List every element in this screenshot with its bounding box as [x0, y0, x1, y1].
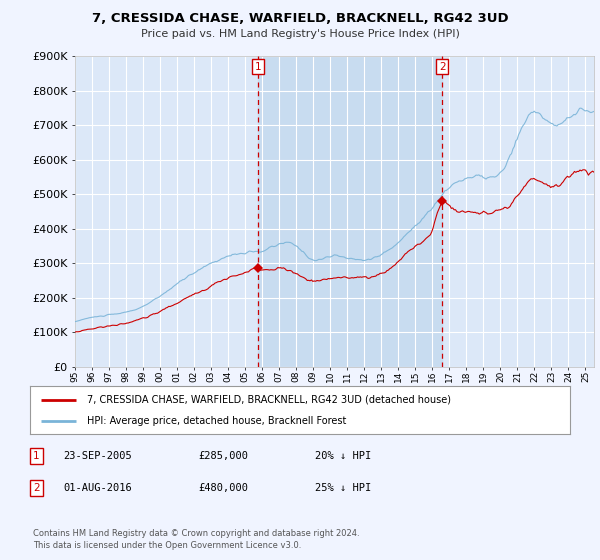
Text: 25% ↓ HPI: 25% ↓ HPI: [315, 483, 371, 493]
Text: 01-AUG-2016: 01-AUG-2016: [63, 483, 132, 493]
Text: 1: 1: [33, 451, 40, 461]
Text: 20% ↓ HPI: 20% ↓ HPI: [315, 451, 371, 461]
Bar: [258, 56, 442, 367]
Text: 1: 1: [254, 62, 261, 72]
Text: £285,000: £285,000: [198, 451, 248, 461]
Text: 7, CRESSIDA CHASE, WARFIELD, BRACKNELL, RG42 3UD: 7, CRESSIDA CHASE, WARFIELD, BRACKNELL, …: [92, 12, 508, 25]
Text: Contains HM Land Registry data © Crown copyright and database right 2024.
This d: Contains HM Land Registry data © Crown c…: [33, 529, 359, 550]
Text: £480,000: £480,000: [198, 483, 248, 493]
Text: Price paid vs. HM Land Registry's House Price Index (HPI): Price paid vs. HM Land Registry's House …: [140, 29, 460, 39]
Text: 2: 2: [33, 483, 40, 493]
Text: HPI: Average price, detached house, Bracknell Forest: HPI: Average price, detached house, Brac…: [87, 416, 346, 426]
Text: 2: 2: [439, 62, 446, 72]
Text: 23-SEP-2005: 23-SEP-2005: [63, 451, 132, 461]
Text: 7, CRESSIDA CHASE, WARFIELD, BRACKNELL, RG42 3UD (detached house): 7, CRESSIDA CHASE, WARFIELD, BRACKNELL, …: [87, 395, 451, 405]
